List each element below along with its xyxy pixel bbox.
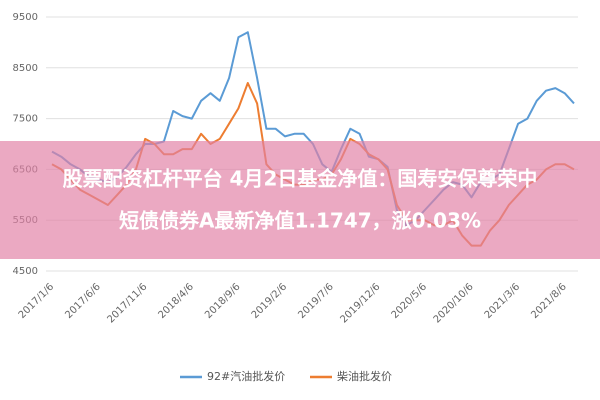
- banner-line: 短债债券A最新净值1.1747，涨0.03%: [119, 209, 481, 233]
- legend-label: 92#汽油批发价: [207, 369, 285, 383]
- y-tick-label: 7500: [13, 114, 38, 125]
- x-tick-label: 2021/8/6: [529, 281, 569, 321]
- x-tick-label: 2017/1/6: [17, 281, 57, 321]
- x-tick-label: 2021/3/6: [483, 281, 523, 321]
- x-tick-label: 2020/5/6: [390, 281, 430, 321]
- legend-label: 柴油批发价: [337, 369, 392, 383]
- x-tick-label: 2018/9/6: [203, 281, 243, 321]
- banner: [0, 141, 600, 259]
- banner-line: 股票配资杠杆平台 4月2日基金净值：国寿安保尊荣中: [63, 167, 538, 191]
- x-tick-label: 2017/6/6: [63, 281, 103, 321]
- y-tick-label: 4500: [13, 266, 38, 277]
- x-tick-label: 2019/2/6: [250, 281, 290, 321]
- x-tick-label: 2017/11/6: [105, 281, 149, 325]
- x-tick-label: 2019/7/6: [296, 281, 336, 321]
- x-tick-label: 2018/4/6: [157, 281, 197, 321]
- x-tick-label: 2020/10/6: [432, 281, 476, 325]
- x-tick-label: 2019/12/6: [338, 281, 382, 325]
- y-tick-label: 9500: [13, 12, 38, 23]
- y-tick-label: 8500: [13, 63, 38, 74]
